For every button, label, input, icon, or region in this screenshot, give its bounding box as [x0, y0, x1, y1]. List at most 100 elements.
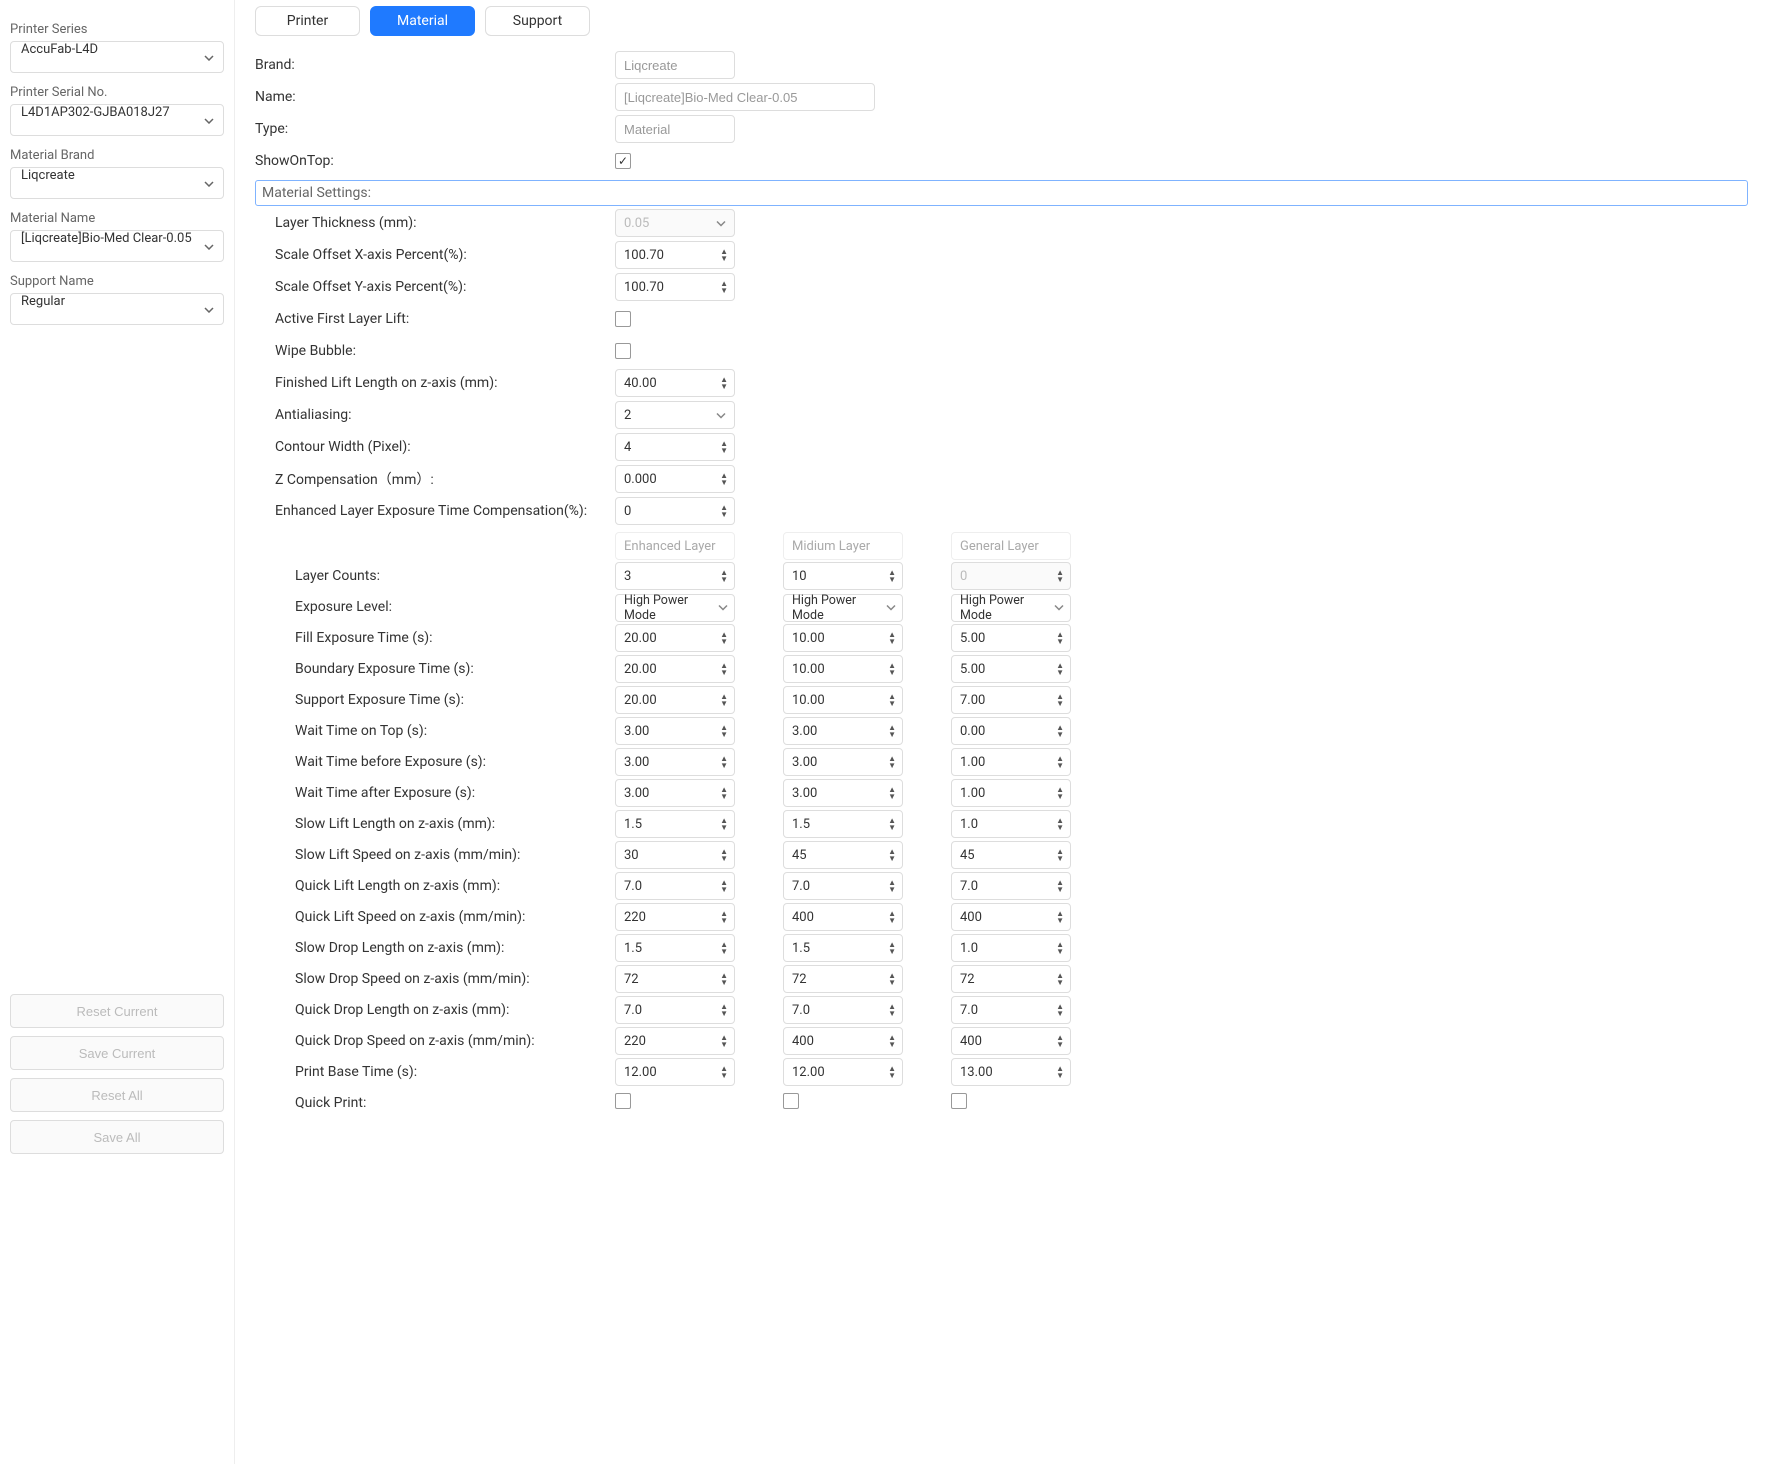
spin-arrows-icon: ▲▼ — [720, 376, 728, 390]
material-brand-select[interactable]: Liqcreate — [10, 167, 224, 199]
layer-value: 7.0 — [624, 1003, 642, 1018]
setting-spinner[interactable]: 100.70▲▼ — [615, 241, 735, 269]
layer-spinner[interactable]: 13.00▲▼ — [951, 1058, 1071, 1086]
material-brand-select-label: Material Brand — [10, 148, 224, 163]
showontop-checkbox[interactable]: ✓ — [615, 153, 631, 169]
spin-arrows-icon: ▲▼ — [720, 662, 728, 676]
layer-value: 7.0 — [960, 1003, 978, 1018]
layer-spinner[interactable]: 7.0▲▼ — [615, 996, 735, 1024]
tab-printer[interactable]: Printer — [255, 6, 360, 36]
layer-spinner[interactable]: 1.5▲▼ — [783, 810, 903, 838]
layer-spinner[interactable]: 30▲▼ — [615, 841, 735, 869]
layer-spinner[interactable]: 3.00▲▼ — [615, 748, 735, 776]
layer-spinner[interactable]: 7.0▲▼ — [951, 996, 1071, 1024]
spin-arrows-icon: ▲▼ — [720, 569, 728, 583]
layer-spinner[interactable]: 220▲▼ — [615, 903, 735, 931]
printer-serial-select-label: Printer Serial No. — [10, 85, 224, 100]
layer-spinner[interactable]: 3.00▲▼ — [783, 748, 903, 776]
layer-spinner[interactable]: 0.00▲▼ — [951, 717, 1071, 745]
spin-arrows-icon: ▲▼ — [720, 504, 728, 518]
support-name-select-label: Support Name — [10, 274, 224, 289]
main-panel: Printer Material Support Brand: Name: Ty… — [235, 0, 1768, 1464]
layer-spinner[interactable]: 1.0▲▼ — [951, 810, 1071, 838]
layer-value: 5.00 — [960, 662, 985, 677]
layer-spinner[interactable]: 12.00▲▼ — [615, 1058, 735, 1086]
setting-spinner[interactable]: 100.70▲▼ — [615, 273, 735, 301]
layer-spinner[interactable]: 10.00▲▼ — [783, 655, 903, 683]
layer-value: 20.00 — [624, 662, 657, 677]
layer-spinner[interactable]: 1.5▲▼ — [615, 810, 735, 838]
layer-spinner[interactable]: 7.00▲▼ — [951, 686, 1071, 714]
brand-input[interactable] — [615, 51, 735, 79]
layer-spinner[interactable]: 45▲▼ — [783, 841, 903, 869]
layer-spinner[interactable]: 1.0▲▼ — [951, 934, 1071, 962]
support-name-select[interactable]: Regular — [10, 293, 224, 325]
type-input[interactable] — [615, 115, 735, 143]
layer-spinner[interactable]: 10.00▲▼ — [783, 624, 903, 652]
printer-series-select[interactable]: AccuFab-L4D — [10, 41, 224, 73]
layer-spinner[interactable]: 1.00▲▼ — [951, 779, 1071, 807]
layer-spinner[interactable]: 3.00▲▼ — [615, 779, 735, 807]
layer-spinner[interactable]: 20.00▲▼ — [615, 686, 735, 714]
layer-spinner[interactable]: 20.00 ▲▼ — [615, 655, 735, 683]
layer-value: 3.00 — [624, 786, 649, 801]
brand-label: Brand: — [255, 57, 615, 73]
layer-spinner[interactable]: 400▲▼ — [951, 1027, 1071, 1055]
setting-value: 100.70 — [624, 248, 664, 263]
reset-current-button[interactable]: Reset Current — [10, 994, 224, 1028]
layer-spinner[interactable]: 1.5▲▼ — [615, 934, 735, 962]
layer-spinner[interactable]: 10.00▲▼ — [783, 686, 903, 714]
setting-dropdown[interactable]: 2 — [615, 401, 735, 429]
spin-arrows-icon: ▲▼ — [888, 724, 896, 738]
setting-spinner[interactable]: 0▲▼ — [615, 497, 735, 525]
printer-serial-select[interactable]: L4D1AP302-GJBA018J27 — [10, 104, 224, 136]
layer-spinner[interactable]: 1.00▲▼ — [951, 748, 1071, 776]
layer-row-label: Wait Time before Exposure (s): — [255, 754, 615, 770]
layer-spinner[interactable]: 72▲▼ — [615, 965, 735, 993]
material-name-select[interactable]: [Liqcreate]Bio-Med Clear-0.05 — [10, 230, 224, 262]
layer-spinner[interactable]: 3▲▼ — [615, 562, 735, 590]
setting-spinner[interactable]: 4▲▼ — [615, 433, 735, 461]
layer-spinner[interactable]: 45▲▼ — [951, 841, 1071, 869]
layer-spinner[interactable]: 3.00▲▼ — [783, 779, 903, 807]
exposure-level-select[interactable]: High Power Mode — [783, 594, 903, 622]
spin-arrows-icon: ▲▼ — [720, 941, 728, 955]
setting-spinner[interactable]: 40.00▲▼ — [615, 369, 735, 397]
layer-spinner[interactable]: 10▲▼ — [783, 562, 903, 590]
layer-value: 220 — [624, 1034, 646, 1049]
layer-checkbox[interactable] — [783, 1093, 799, 1109]
setting-spinner[interactable]: 0.000▲▼ — [615, 465, 735, 493]
layer-value: High Power Mode — [624, 593, 712, 623]
tab-material[interactable]: Material — [370, 6, 475, 36]
layer-spinner[interactable]: 20.00▲▼ — [615, 624, 735, 652]
layer-spinner[interactable]: 400▲▼ — [783, 1027, 903, 1055]
layer-spinner[interactable]: 5.00▲▼ — [951, 655, 1071, 683]
layer-spinner[interactable]: 7.0▲▼ — [951, 872, 1071, 900]
spin-arrows-icon: ▲▼ — [888, 786, 896, 800]
layer-spinner[interactable]: 3.00▲▼ — [615, 717, 735, 745]
exposure-level-select[interactable]: High Power Mode — [615, 594, 735, 622]
layer-spinner[interactable]: 12.00▲▼ — [783, 1058, 903, 1086]
setting-checkbox[interactable] — [615, 343, 631, 359]
layer-spinner[interactable]: 3.00▲▼ — [783, 717, 903, 745]
layer-spinner[interactable]: 1.5▲▼ — [783, 934, 903, 962]
layer-spinner[interactable]: 400▲▼ — [951, 903, 1071, 931]
setting-checkbox[interactable] — [615, 311, 631, 327]
layer-spinner[interactable]: 7.0▲▼ — [615, 872, 735, 900]
layer-checkbox[interactable] — [615, 1093, 631, 1109]
name-input[interactable] — [615, 83, 875, 111]
save-all-button[interactable]: Save All — [10, 1120, 224, 1154]
tab-support[interactable]: Support — [485, 6, 590, 36]
layer-spinner[interactable]: 7.0▲▼ — [783, 996, 903, 1024]
spin-arrows-icon: ▲▼ — [1056, 724, 1064, 738]
layer-checkbox[interactable] — [951, 1093, 967, 1109]
reset-all-button[interactable]: Reset All — [10, 1078, 224, 1112]
layer-spinner[interactable]: 72▲▼ — [783, 965, 903, 993]
layer-spinner[interactable]: 5.00▲▼ — [951, 624, 1071, 652]
layer-spinner[interactable]: 72▲▼ — [951, 965, 1071, 993]
save-current-button[interactable]: Save Current — [10, 1036, 224, 1070]
layer-spinner[interactable]: 220▲▼ — [615, 1027, 735, 1055]
layer-spinner[interactable]: 400▲▼ — [783, 903, 903, 931]
exposure-level-select[interactable]: High Power Mode — [951, 594, 1071, 622]
layer-spinner[interactable]: 7.0▲▼ — [783, 872, 903, 900]
